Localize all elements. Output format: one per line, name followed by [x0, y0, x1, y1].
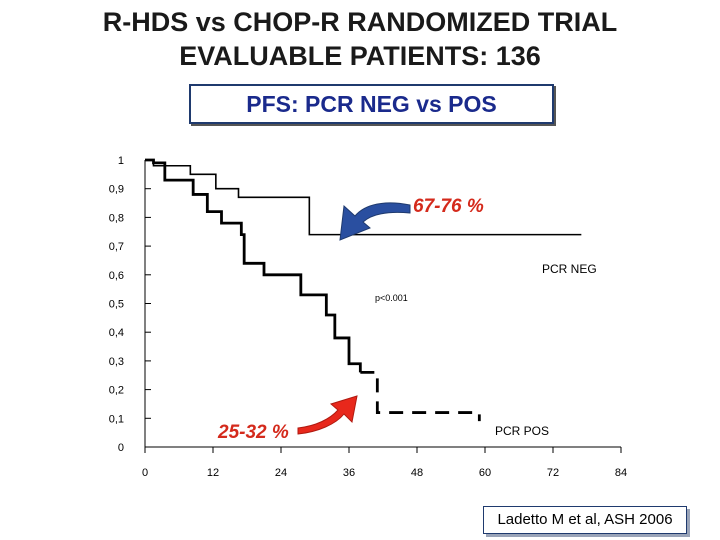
- x-tick-label: 24: [275, 467, 287, 479]
- x-tick-label: 0: [142, 467, 148, 479]
- title-line-2: EVALUABLE PATIENTS: 136: [179, 41, 541, 71]
- series-line-pcr-pos-dashed: [360, 370, 481, 422]
- x-tick-label: 72: [547, 467, 559, 479]
- y-tick-label: 0,1: [109, 413, 124, 425]
- source-text: Ladetto M et al, ASH 2006: [497, 511, 673, 528]
- y-tick-label: 0,2: [109, 385, 124, 397]
- arrow-to-pos-plateau-icon: [297, 395, 358, 435]
- subtitle-text: PFS: PCR NEG vs POS: [246, 91, 497, 117]
- x-tick-label: 48: [411, 467, 423, 479]
- y-tick-label: 0,8: [109, 212, 124, 224]
- y-tick-label: 0,9: [109, 184, 124, 196]
- y-tick-label: 0,6: [109, 270, 124, 282]
- series-line-pcr-neg: [145, 159, 582, 236]
- y-tick-label: 0,4: [109, 327, 124, 339]
- label-p-value: p<0.001: [375, 293, 408, 303]
- series-line-pcr-pos: [145, 158, 362, 373]
- x-tick-label: 84: [615, 467, 627, 479]
- label-pcr-pos: PCR POS: [495, 424, 549, 438]
- source-citation: Ladetto M et al, ASH 2006: [483, 506, 687, 534]
- label-pcr-neg: PCR NEG: [542, 262, 597, 276]
- title-line-1: R-HDS vs CHOP-R RANDOMIZED TRIAL: [102, 7, 618, 37]
- annotation-pos-range: 25-32 %: [217, 422, 289, 443]
- y-tick-label: 0: [118, 442, 124, 454]
- y-tick-label: 0,3: [109, 356, 124, 368]
- y-tick-label: 0,5: [109, 299, 124, 311]
- y-tick-label: 1: [118, 155, 124, 167]
- annotation-neg-range: 67-76 %: [413, 196, 484, 217]
- subtitle-box: PFS: PCR NEG vs POS: [189, 84, 554, 124]
- x-tick-label: 12: [207, 467, 219, 479]
- x-tick-label: 36: [343, 467, 355, 479]
- x-tick-label: 60: [479, 467, 491, 479]
- y-tick-label: 0,7: [109, 241, 124, 253]
- arrow-to-neg-plateau-icon: [339, 202, 411, 241]
